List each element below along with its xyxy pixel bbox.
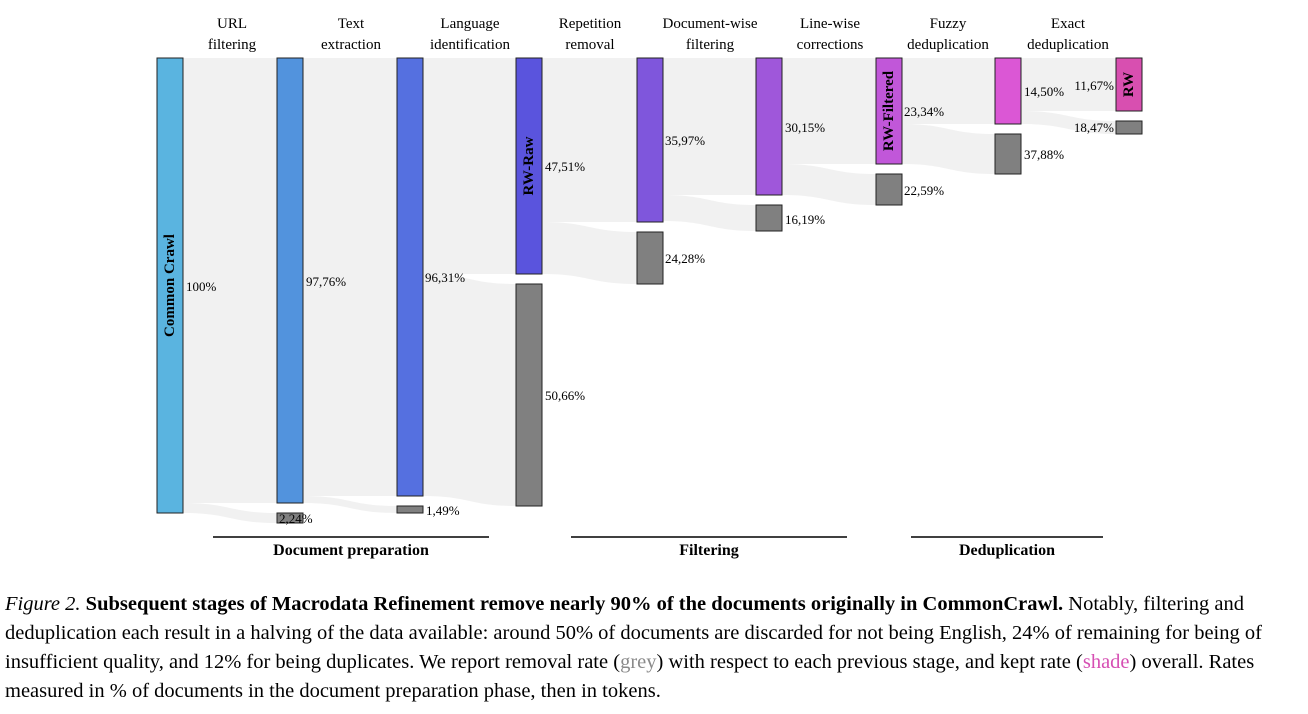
- removed-bar-8: [1115, 120, 1143, 135]
- node-bar-0: [156, 57, 184, 514]
- kept-percentage-7: 14,50%: [1024, 84, 1064, 99]
- flow-kept-6: [782, 58, 876, 164]
- removed-percentage-4: 24,28%: [665, 251, 705, 266]
- node-bar-8: [1115, 57, 1143, 112]
- removed-percentage-7: 37,88%: [1024, 147, 1064, 162]
- flow-removed-6: [782, 164, 876, 205]
- flow-kept-1: [183, 58, 277, 503]
- caption-text-2: ) with respect to each previous stage, a…: [656, 651, 1083, 673]
- caption-bold-text: Subsequent stages of Macrodata Refinemen…: [85, 593, 1064, 615]
- node-bar-6: [875, 57, 903, 165]
- node-bars: Common Crawl RW-Raw RW-Filtered RW: [156, 57, 1143, 524]
- stage-label-5-line-1: Document-wise: [663, 16, 758, 32]
- flow-kept-3: [423, 58, 516, 274]
- stage-label-4-line-1: Repetition: [559, 16, 622, 32]
- removed-percentage-2: 1,49%: [426, 503, 460, 518]
- group-label-3: Deduplication: [959, 542, 1055, 559]
- node-bar-7: [994, 57, 1022, 125]
- flow-removed-8: [1021, 111, 1116, 134]
- group-label-2: Filtering: [679, 542, 739, 559]
- stage-label-2-line-2: extraction: [321, 37, 381, 53]
- flow-kept-5: [663, 58, 756, 195]
- node-bar-3: [515, 57, 543, 275]
- node-name-6: RW-Filtered: [881, 70, 897, 151]
- flow-kept-2: [303, 58, 397, 496]
- flow-bands: [183, 58, 1116, 523]
- flow-kept-7: [902, 58, 995, 124]
- kept-percentage-1: 97,76%: [306, 274, 346, 289]
- removed-bar-5: [755, 204, 783, 232]
- removed-bar-6: [875, 173, 903, 206]
- caption-grey-word: grey: [620, 651, 657, 673]
- stage-label-1-line-2: filtering: [208, 37, 257, 53]
- sankey-diagram: URL filtering Text extraction Language identi…: [156, 16, 1143, 559]
- node-bar-2: [396, 57, 424, 497]
- group-label-1: Document preparation: [273, 542, 429, 559]
- kept-percentage-3: 47,51%: [545, 159, 585, 174]
- stage-label-2-line-1: Text: [338, 16, 365, 32]
- stage-label-7-line-1: Fuzzy: [930, 16, 967, 32]
- stage-labels: URL filtering Text extraction Language identi…: [208, 16, 1109, 53]
- flow-kept-4: [542, 58, 637, 222]
- node-name-8: RW: [1121, 72, 1137, 97]
- removed-bar-3: [515, 283, 543, 507]
- node-name-0: Common Crawl: [162, 234, 178, 337]
- stage-label-5-line-2: filtering: [686, 37, 735, 53]
- stage-label-3-line-1: Language: [440, 16, 499, 32]
- node-name-3: RW-Raw: [521, 136, 537, 195]
- flow-removed-7: [902, 124, 995, 174]
- removed-percentage-6: 22,59%: [904, 183, 944, 198]
- kept-percentage-2: 96,31%: [425, 270, 465, 285]
- flow-removed-2: [303, 496, 397, 513]
- stage-label-3-line-2: identification: [430, 37, 510, 53]
- removed-percentage-5: 16,19%: [785, 212, 825, 227]
- group-labels: Document preparation Filtering Deduplicati…: [213, 536, 1103, 559]
- stage-label-7-line-2: deduplication: [907, 37, 989, 53]
- caption-shade-word: shade: [1082, 651, 1130, 673]
- removed-percentage-3: 50,66%: [545, 388, 585, 403]
- stage-label-8-line-1: Exact: [1051, 16, 1086, 32]
- removed-bar-2: [396, 505, 424, 514]
- flow-removed-5: [663, 195, 756, 231]
- kept-percentage-8: 11,67%: [1074, 78, 1114, 93]
- kept-percentage-0: 100%: [186, 279, 217, 294]
- stage-label-6-line-2: corrections: [797, 37, 864, 53]
- flow-removed-4: [542, 222, 637, 284]
- stage-label-4-line-2: removal: [565, 37, 614, 53]
- stage-label-6-line-1: Line-wise: [800, 16, 860, 32]
- flow-kept-8: [1021, 58, 1116, 111]
- caption-text-1: Notably, filtering and deduplication eac…: [5, 593, 1262, 673]
- flow-removed-1: [183, 503, 277, 523]
- node-bar-4: [636, 57, 664, 223]
- caption-text-3: ) overall. Rates measured in % of docume…: [5, 651, 1255, 702]
- removed-percentage-1: 2,24%: [279, 511, 313, 526]
- removed-bar-1: [276, 512, 304, 524]
- node-bar-1: [276, 57, 304, 504]
- stage-label-8-line-2: deduplication: [1027, 37, 1109, 53]
- removed-bar-7: [994, 133, 1022, 175]
- removed-bar-4: [636, 231, 664, 285]
- percentage-labels: 100% 97,76% 2,24% 96,31% 1,49% 47,51% 50,66% 35…: [186, 78, 1114, 526]
- figure-caption: Figure 2. Subsequent stages of Macrodata…: [5, 590, 1305, 706]
- kept-percentage-6: 23,34%: [904, 104, 944, 119]
- kept-percentage-4: 35,97%: [665, 133, 705, 148]
- node-bar-5: [755, 57, 783, 196]
- kept-percentage-5: 30,15%: [785, 120, 825, 135]
- figure-label: Figure 2.: [5, 593, 81, 615]
- stage-label-1-line-1: URL: [217, 16, 247, 32]
- removed-percentage-8: 18,47%: [1074, 120, 1114, 135]
- flow-removed-3: [423, 274, 516, 506]
